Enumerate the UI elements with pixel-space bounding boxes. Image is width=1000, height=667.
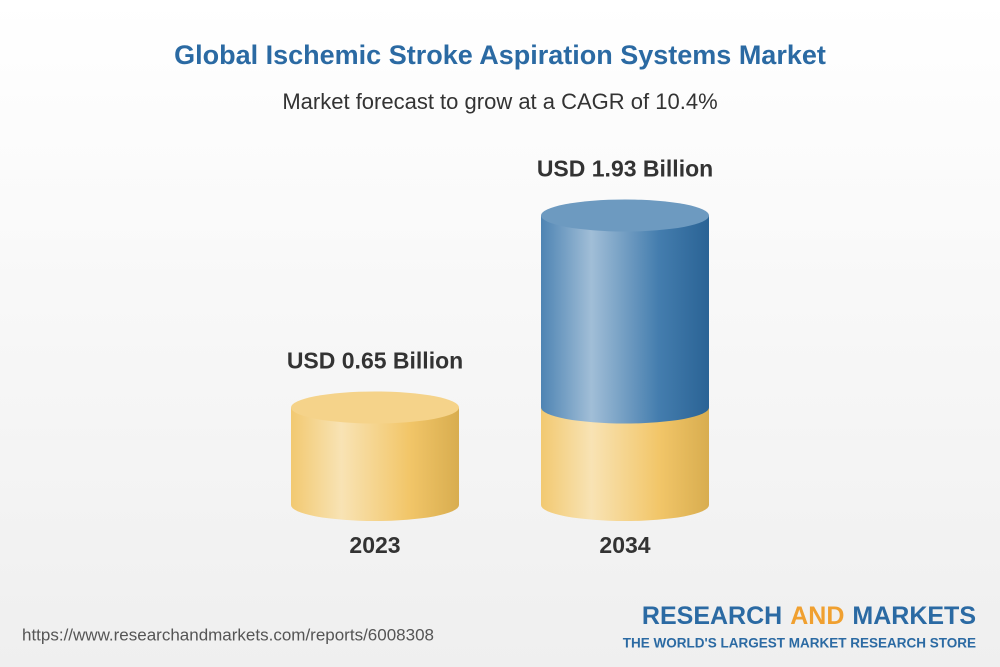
cylinder-top xyxy=(541,199,709,232)
source-url: https://www.researchandmarkets.com/repor… xyxy=(22,625,434,644)
cylinder-body xyxy=(541,215,709,424)
cylinder-body xyxy=(291,407,459,521)
brand-word: RESEARCH xyxy=(642,602,782,630)
category-label: 2034 xyxy=(599,532,650,558)
brand-tagline: THE WORLD'S LARGEST MARKET RESEARCH STOR… xyxy=(623,636,976,651)
cylinder-segment xyxy=(291,407,459,521)
category-label: 2023 xyxy=(349,532,400,558)
brand-word: MARKETS xyxy=(852,602,976,630)
cylinder-segment xyxy=(541,407,709,521)
cylinder-top xyxy=(291,391,459,424)
value-label: USD 1.93 Billion xyxy=(537,156,713,182)
cylinder-body xyxy=(541,407,709,521)
chart-subtitle: Market forecast to grow at a CAGR of 10.… xyxy=(282,89,717,114)
brand: RESEARCH AND MARKETS xyxy=(642,602,976,630)
chart-title: Global Ischemic Stroke Aspiration System… xyxy=(174,40,826,70)
value-label: USD 0.65 Billion xyxy=(287,348,463,374)
cylinder-segment xyxy=(541,215,709,424)
brand-word: AND xyxy=(790,602,844,630)
